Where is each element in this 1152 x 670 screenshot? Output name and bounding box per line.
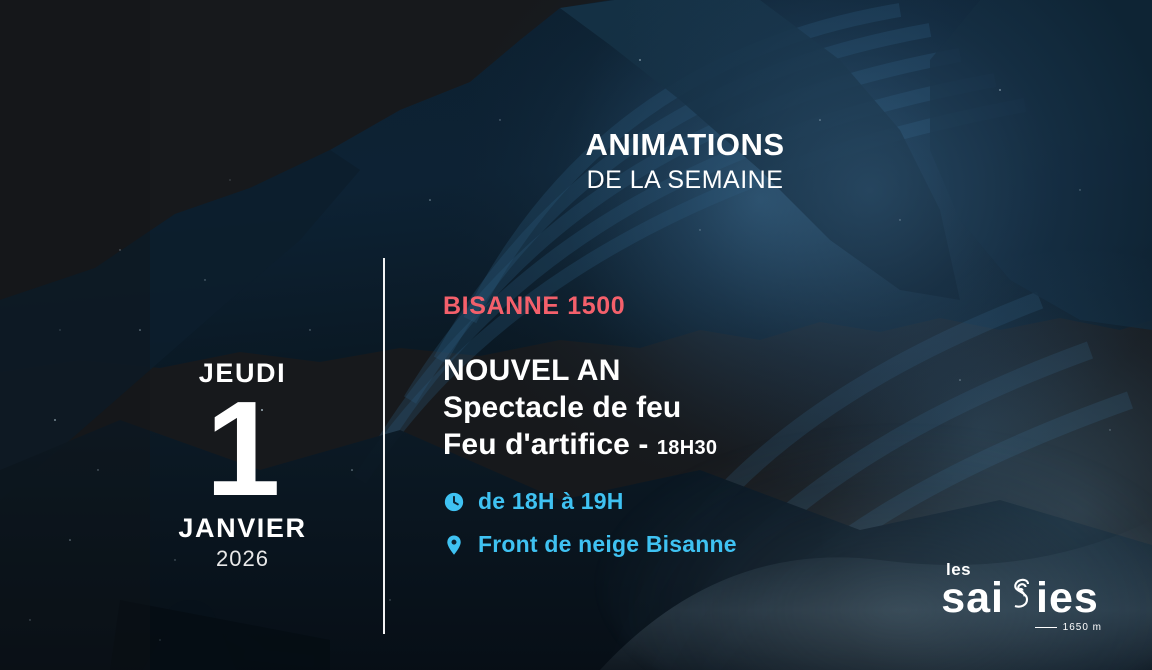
event-title-line2: Spectacle de feu: [443, 391, 682, 424]
date-day: 1: [205, 373, 280, 524]
logo-main-after: ies: [1036, 574, 1099, 622]
date-weekday: JEUDI: [198, 358, 287, 388]
date-year: 2026: [216, 546, 269, 572]
event-title-line3: Feu d'artifice - 18H30: [443, 428, 1083, 462]
event-location-tag: BISANNE 1500: [443, 292, 626, 320]
logo-altitude: 1650 m: [1062, 621, 1102, 633]
header-title: ANIMATIONS: [585, 127, 785, 162]
event-time-text: de 18H à 19H: [478, 488, 624, 514]
logo-swirl-icon: [1005, 576, 1035, 621]
logo-top-word: les: [946, 560, 972, 579]
map-pin-icon: [447, 534, 461, 555]
logo-main-word: sai ies: [930, 576, 1110, 621]
event-place-text: Front de neige Bisanne: [478, 531, 737, 557]
header-subtitle: DE LA SEMAINE: [586, 166, 784, 195]
vertical-divider: [383, 258, 385, 634]
event-time-row: de 18H à 19H: [443, 488, 1083, 515]
event-meta: de 18H à 19H Front de neige Bisanne: [443, 488, 1083, 558]
event-title-line1: NOUVEL AN: [443, 354, 621, 387]
les-saisies-logo: les sai ies 1650 m: [930, 560, 1110, 633]
poster-header: ANIMATIONS DE LA SEMAINE: [380, 127, 990, 195]
logo-rule: [1034, 626, 1057, 629]
clock-icon: [444, 492, 464, 511]
logo-main-before: sai: [941, 574, 1004, 622]
glow-top: [560, 0, 1152, 500]
event-title-line3-text: Feu d'artifice -: [443, 428, 657, 461]
event-place-row: Front de neige Bisanne: [443, 531, 1083, 558]
event-block: BISANNE 1500 NOUVEL AN Spectacle de feu …: [443, 292, 1083, 574]
date-month: JANVIER: [178, 513, 307, 544]
logo-altitude-line: 1650 m: [930, 622, 1102, 633]
date-block: JEUDI 1 JANVIER 2026: [120, 358, 365, 572]
event-title-hour: 18H30: [656, 437, 718, 459]
